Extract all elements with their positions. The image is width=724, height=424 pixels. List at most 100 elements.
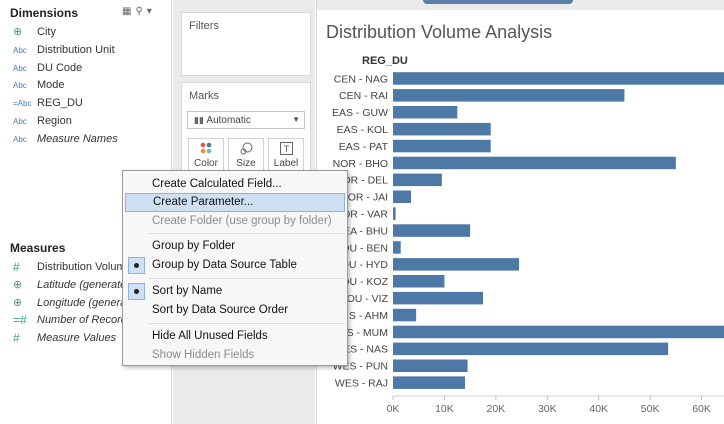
measure-field[interactable]: =# Number of Record [0, 312, 170, 330]
category-label[interactable]: OU - VIZ [347, 293, 389, 305]
dimension-field[interactable]: Abc Region [0, 113, 170, 131]
bar[interactable] [393, 275, 445, 288]
bar[interactable] [393, 241, 401, 254]
category-label[interactable]: OR - DEL [342, 175, 388, 187]
show-hidden-fields-item: Show Hidden Fields [125, 346, 345, 365]
bar[interactable] [393, 207, 396, 220]
measure-field[interactable]: ⊕ Latitude (generate [0, 277, 170, 295]
bar[interactable] [393, 291, 483, 305]
category-label[interactable]: OR - JAI [348, 192, 388, 204]
menu-item-label: Sort by Name [152, 285, 223, 297]
measure-field-label: Longitude (genera [37, 296, 127, 309]
color-button[interactable]: Color [188, 138, 224, 174]
color-label: Color [194, 158, 218, 169]
menu-item-label: Sort by Data Source Order [152, 304, 289, 316]
measure-field[interactable]: ⊕ Longitude (genera [0, 295, 170, 313]
context-menu: Create Calculated Field... Create Paramet… [122, 170, 348, 366]
hash-calc-icon: =# [13, 313, 27, 328]
hash-icon: # [13, 331, 20, 346]
dimension-field-label: Distribution Unit [37, 43, 115, 56]
label-button[interactable]: T Label [268, 138, 304, 174]
category-label[interactable]: OR - VAR [342, 208, 388, 220]
dimension-field[interactable]: =Abc REG_DU [0, 95, 170, 113]
measure-field[interactable]: # Measure Values [0, 330, 170, 348]
dimension-field[interactable]: Abc Measure Names [0, 131, 170, 149]
row-header[interactable]: REG_DU [362, 55, 408, 67]
dimension-field[interactable]: Abc DU Code [0, 60, 170, 78]
bar[interactable] [393, 224, 471, 237]
category-label[interactable]: NOR - BHO [333, 158, 388, 170]
abc-icon: Abc [13, 45, 27, 55]
bar[interactable] [393, 156, 676, 170]
dimension-field-label: DU Code [37, 61, 83, 74]
category-label[interactable]: OU - HYD [341, 259, 389, 271]
measure-field-label: Number of Record [37, 314, 127, 327]
category-label[interactable]: S - MUM [347, 327, 388, 339]
bar[interactable] [393, 72, 724, 85]
view-toggle-icon[interactable]: ▦ [122, 6, 136, 17]
sort-by-data-source-order-item[interactable]: Sort by Data Source Order [125, 301, 345, 320]
abc-icon: Abc [13, 116, 27, 126]
bar[interactable] [393, 308, 417, 322]
view-tab-indicator [423, 0, 573, 4]
globe-icon: ⊕ [13, 26, 23, 38]
bar[interactable] [393, 173, 442, 187]
measure-field-label: Measure Values [37, 332, 117, 345]
chart-title: Distribution Volume Analysis [326, 22, 553, 42]
mark-type-dropdown[interactable]: ▮▮ Automatic ▼ [187, 111, 305, 129]
x-tick-label: 10K [435, 403, 454, 415]
x-tick-label: 60K [692, 403, 711, 415]
category-label[interactable]: EA - BHU [343, 225, 388, 237]
x-tick-label: 20K [487, 403, 506, 415]
dimension-field[interactable]: Abc Distribution Unit [0, 42, 170, 60]
sort-by-name-item[interactable]: Sort by Name [125, 282, 345, 301]
bar[interactable] [393, 376, 465, 389]
category-label[interactable]: CEN - NAG [334, 73, 388, 85]
category-label[interactable]: S - AHM [349, 310, 388, 322]
x-tick-label: 50K [641, 403, 660, 415]
dimension-field[interactable]: ⊕ City [0, 24, 170, 42]
bar[interactable] [393, 139, 491, 153]
chevron-down-icon: ▼ [292, 115, 300, 124]
hide-all-unused-fields-item[interactable]: Hide All Unused Fields [125, 327, 345, 346]
bar[interactable] [393, 325, 724, 339]
measures-list: # Distribution Volum ⊕ Latitude (generate ⊕ L… [0, 259, 170, 348]
bar[interactable] [393, 342, 669, 356]
create-parameter-item[interactable]: Create Parameter... [125, 193, 345, 212]
marks-label: Marks [189, 90, 219, 102]
menu-separator [149, 322, 345, 324]
category-label[interactable]: EAS - PAT [339, 141, 389, 153]
bar[interactable] [393, 190, 411, 204]
measure-field[interactable]: # Distribution Volum [0, 259, 170, 277]
category-label[interactable]: CEN - RAI [339, 90, 388, 102]
bar[interactable] [393, 359, 468, 373]
menu-item-label: Create Calculated Field... [152, 178, 282, 190]
radio-checked-icon [128, 257, 145, 274]
bar[interactable] [393, 393, 527, 406]
category-label[interactable]: EAS - GUW [332, 107, 388, 119]
bar[interactable] [393, 106, 458, 119]
bar[interactable] [393, 89, 625, 102]
category-label[interactable]: EAS - KOL [337, 124, 389, 136]
filters-shelf[interactable]: Filters [181, 12, 311, 76]
measure-field-label: Latitude (generate [37, 278, 127, 291]
search-icon[interactable]: ⚲ [135, 6, 147, 17]
menu-separator [149, 232, 345, 234]
dimension-field[interactable]: Abc Mode [0, 77, 170, 95]
category-label[interactable]: ES - NAS [343, 344, 388, 356]
category-label[interactable]: OU - BEN [341, 242, 388, 254]
chevron-down-icon[interactable]: ▾ [146, 6, 156, 17]
measure-field-label: Distribution Volum [37, 261, 126, 273]
size-button[interactable]: Size [228, 138, 264, 174]
measures-title: Measures [10, 241, 66, 255]
dimensions-toolbar: ▦⚲▾ [122, 6, 156, 17]
group-by-folder-item[interactable]: Group by Folder [125, 237, 345, 256]
category-label[interactable]: OU - KOZ [341, 276, 388, 288]
bar[interactable] [393, 258, 519, 271]
dimension-field-label: Mode [37, 79, 65, 92]
create-calculated-field-item[interactable]: Create Calculated Field... [125, 175, 345, 194]
category-label[interactable]: WES - RAJ [335, 377, 388, 389]
menu-item-label: Hide All Unused Fields [152, 330, 268, 342]
bar[interactable] [393, 122, 491, 136]
group-by-data-source-table-item[interactable]: Group by Data Source Table [125, 256, 345, 275]
